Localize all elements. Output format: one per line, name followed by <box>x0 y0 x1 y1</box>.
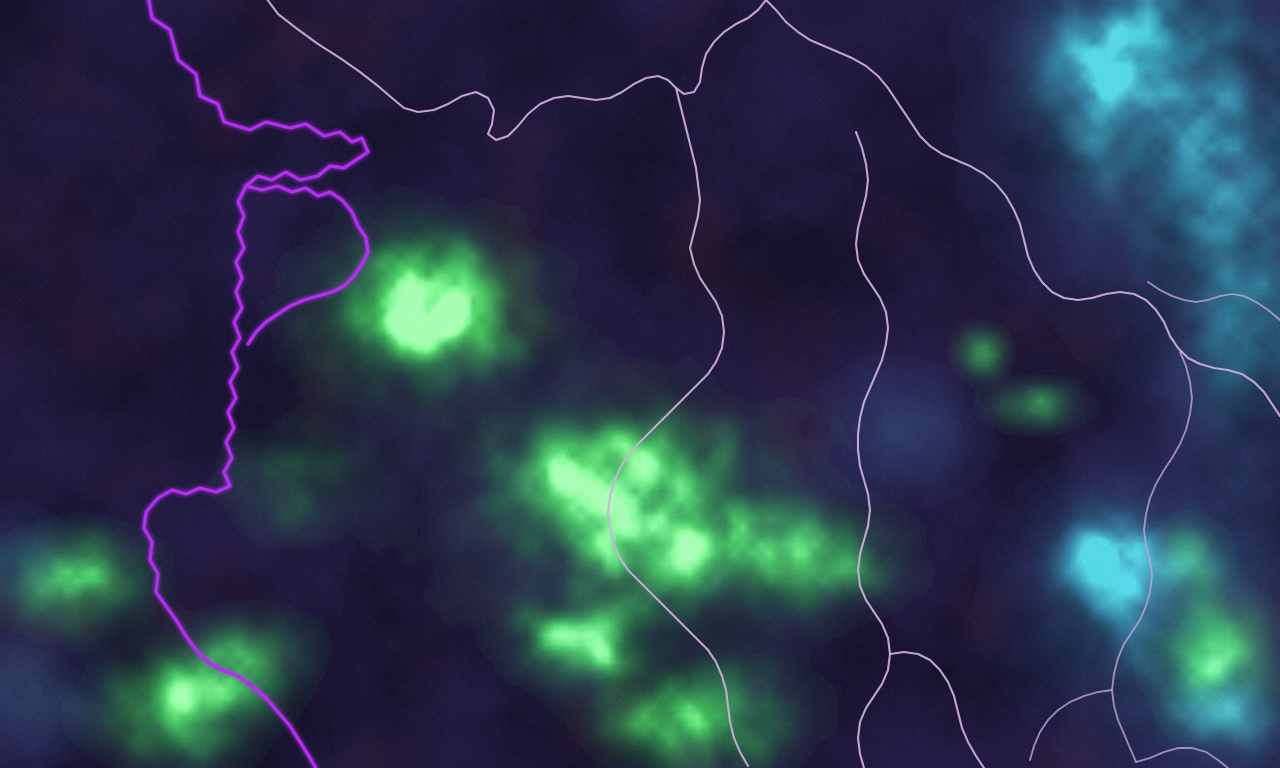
radar-raster-layer <box>0 0 1280 768</box>
weather-radar-map[interactable] <box>0 0 1280 768</box>
